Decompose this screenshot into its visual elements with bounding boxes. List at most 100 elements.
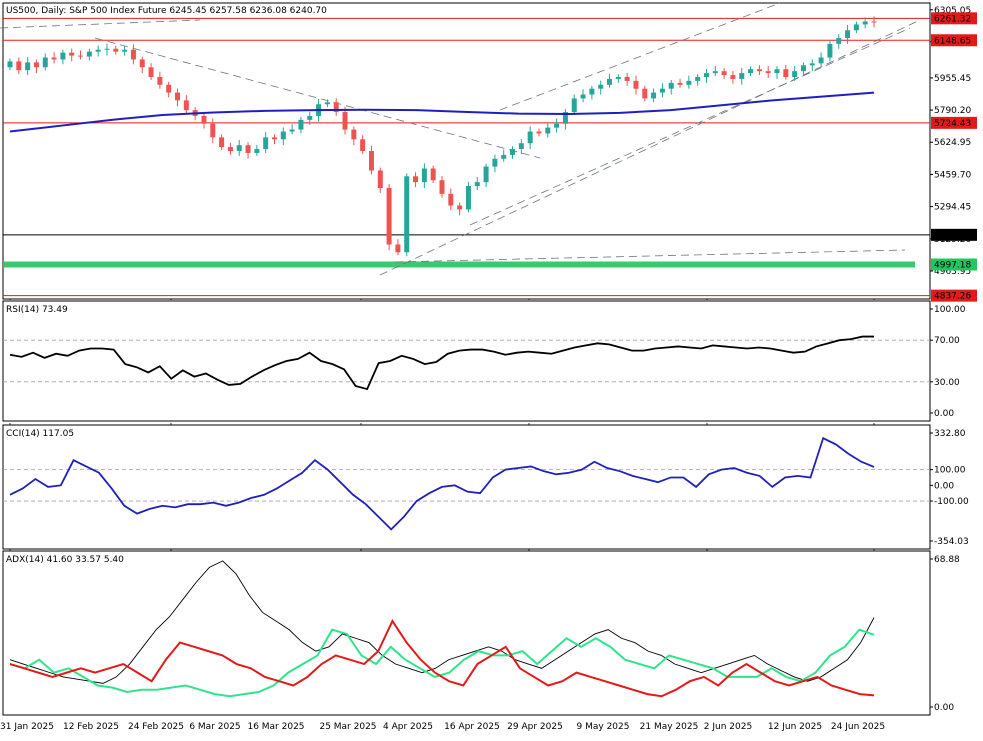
candle-body [677, 82, 683, 85]
candle-body [836, 38, 842, 44]
price-level-tag [931, 228, 977, 241]
candle-body [25, 62, 31, 71]
candle-body [712, 71, 718, 74]
candle-body [298, 119, 304, 130]
date-label: 12 Feb 2025 [63, 722, 119, 732]
price-tick-label: 6305.05 [934, 6, 971, 16]
rsi-tick-label: 30.00 [934, 378, 960, 388]
date-label: 31 Jan 2025 [0, 722, 54, 732]
candle-body [792, 71, 798, 77]
adx-series-line [9, 619, 875, 698]
cci-series-line [9, 436, 875, 531]
date-label: 29 Apr 2025 [507, 722, 563, 732]
candle-body [668, 82, 674, 89]
candle-body [871, 21, 877, 23]
price-level-value: 5149.48 [934, 231, 971, 241]
candle-body [845, 30, 851, 39]
candle-body [730, 75, 736, 79]
support-zone [3, 261, 915, 268]
candle-body [139, 59, 145, 68]
price-level-value: 4837.26 [934, 292, 971, 302]
chart-header: US500, Daily: S&P 500 Index Future 6245.… [6, 6, 327, 16]
candle-body [201, 115, 207, 124]
candle-body [413, 176, 419, 183]
candle-body [289, 129, 295, 132]
price-frame [2, 2, 931, 300]
rsi-label: RSI(14) 73.49 [6, 305, 68, 315]
adx-series-line [9, 628, 875, 698]
price-level-value: 5724.43 [934, 119, 971, 129]
price-level-tag [931, 258, 977, 271]
candle-body [113, 48, 119, 52]
candle-body [33, 62, 39, 68]
candle-body [324, 102, 330, 105]
candle-body [227, 147, 233, 151]
price-level-tag [931, 289, 977, 302]
price-tick-label: 5790.20 [934, 106, 971, 116]
candle-body [818, 57, 824, 64]
candle-body [307, 115, 313, 120]
candle-body [695, 77, 701, 81]
cci-tick-label: -354.03 [934, 537, 969, 547]
candle-body [510, 149, 516, 155]
date-label: 16 Apr 2025 [444, 722, 500, 732]
rsi-series-line [9, 335, 874, 391]
candle-body [783, 69, 789, 77]
rsi-tick-label: 100.00 [934, 305, 966, 315]
candle-body [219, 137, 225, 148]
cci-label: CCI(14) 117.05 [6, 429, 74, 439]
rsi-tick-label: 0.00 [934, 409, 954, 419]
rsi-tick-label: 70.00 [934, 336, 960, 346]
candle-body [492, 158, 498, 167]
date-label: 24 Jun 2025 [831, 722, 885, 732]
moving-average-line [9, 91, 875, 133]
candle-body [360, 139, 366, 151]
candle-body [51, 57, 57, 60]
candle-body [377, 170, 383, 188]
trendline [469, 27, 911, 226]
candle-body [271, 137, 277, 140]
candle-body [474, 182, 480, 187]
candle-body [183, 100, 189, 111]
candle-body [501, 154, 507, 159]
candle-body [280, 131, 286, 140]
price-tick-label: 5955.45 [934, 74, 971, 84]
candle-body [342, 112, 348, 130]
trendline [394, 249, 906, 263]
candle-body [748, 69, 754, 74]
candle-body [263, 137, 269, 150]
adx-tick-label: 68.88 [934, 555, 960, 565]
candle-body [800, 65, 806, 72]
candle-body [395, 244, 401, 253]
candle-body [368, 151, 374, 171]
date-axis: 31 Jan 2025 12 Feb 2025 24 Feb 2025 6 Mar 2… [0, 722, 885, 732]
price-level-value: 4997.18 [934, 260, 971, 270]
candle-body [421, 168, 427, 183]
candle-body [765, 71, 771, 74]
date-label: 24 Feb 2025 [128, 722, 184, 732]
candle-body [518, 143, 524, 150]
cci-frame [2, 424, 931, 550]
date-label: 6 Mar 2025 [189, 722, 240, 732]
candle-body [607, 78, 613, 85]
candle-body [333, 102, 339, 113]
candle-body [236, 145, 242, 151]
rsi-frame [2, 300, 931, 422]
candle-body [175, 92, 181, 101]
candle-body [245, 145, 251, 153]
cci-tick-label: 100.00 [934, 466, 966, 476]
date-label: 4 Apr 2025 [383, 722, 433, 732]
candle-body [571, 98, 577, 113]
candle-body [42, 57, 48, 68]
candle-body [774, 69, 780, 74]
date-label: 16 Mar 2025 [247, 722, 304, 732]
candle-body [404, 176, 410, 253]
candle-body [351, 129, 357, 140]
date-label: 9 May 2025 [577, 722, 630, 732]
adx-series-line [9, 560, 875, 684]
rsi-panel: 100.00 70.00 30.00 0.00 RSI(14) 73.49 [2, 300, 966, 422]
candle-body [580, 94, 586, 99]
date-label: 2 Jun 2025 [704, 722, 752, 732]
candle-body [721, 71, 727, 76]
candle-body [130, 49, 136, 60]
